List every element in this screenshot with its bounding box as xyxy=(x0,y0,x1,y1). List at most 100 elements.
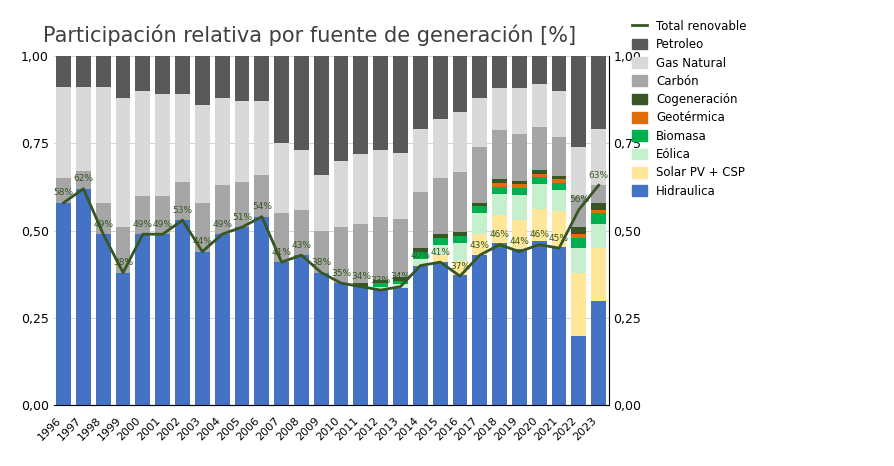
Bar xyxy=(135,91,150,196)
Bar xyxy=(472,255,486,405)
Bar xyxy=(472,56,486,98)
Bar xyxy=(511,56,527,88)
Bar xyxy=(254,56,269,102)
Bar xyxy=(531,127,546,170)
Bar xyxy=(333,161,348,227)
Bar xyxy=(551,183,566,190)
Bar xyxy=(472,98,486,147)
Bar xyxy=(373,150,388,217)
Bar xyxy=(591,248,605,301)
Bar xyxy=(155,234,170,405)
Bar xyxy=(492,56,507,88)
Bar xyxy=(254,217,269,405)
Bar xyxy=(492,243,507,405)
Bar xyxy=(333,227,348,283)
Bar xyxy=(96,203,111,234)
Text: 45%: 45% xyxy=(548,233,569,243)
Bar xyxy=(472,147,486,203)
Bar xyxy=(412,266,427,405)
Bar xyxy=(570,147,586,196)
Bar xyxy=(472,234,486,255)
Bar xyxy=(274,143,289,213)
Bar xyxy=(511,220,527,248)
Bar xyxy=(412,248,427,252)
Bar xyxy=(175,94,190,182)
Bar xyxy=(452,275,467,405)
Text: 46%: 46% xyxy=(489,230,509,239)
Bar xyxy=(293,56,308,150)
Bar xyxy=(511,185,527,188)
Bar xyxy=(56,87,71,178)
Bar xyxy=(551,176,566,179)
Bar xyxy=(492,130,507,179)
Bar xyxy=(274,213,289,262)
Text: 44%: 44% xyxy=(509,237,528,246)
Bar xyxy=(452,233,467,236)
Bar xyxy=(412,192,427,248)
Bar xyxy=(353,154,368,224)
Bar xyxy=(234,102,249,182)
Bar xyxy=(115,98,131,227)
Bar xyxy=(511,181,527,185)
Bar xyxy=(373,290,388,405)
Bar xyxy=(570,56,586,147)
Bar xyxy=(432,255,447,262)
Text: 63%: 63% xyxy=(588,171,608,180)
Bar xyxy=(432,234,447,238)
Bar xyxy=(175,182,190,220)
Bar xyxy=(531,241,546,405)
Bar xyxy=(314,273,328,405)
Bar xyxy=(570,238,586,248)
Bar xyxy=(274,56,289,144)
Bar xyxy=(412,56,427,129)
Bar xyxy=(392,56,408,153)
Bar xyxy=(314,56,328,175)
Bar xyxy=(234,182,249,227)
Bar xyxy=(531,84,546,127)
Bar xyxy=(432,119,447,178)
Text: 49%: 49% xyxy=(153,219,173,229)
Bar xyxy=(155,94,170,196)
Bar xyxy=(155,196,170,234)
Text: 51%: 51% xyxy=(232,212,252,222)
Bar xyxy=(373,217,388,280)
Bar xyxy=(570,273,586,336)
Bar xyxy=(56,178,71,203)
Text: 37%: 37% xyxy=(450,261,469,271)
Bar xyxy=(96,234,111,405)
Bar xyxy=(492,215,507,243)
Bar xyxy=(195,252,209,405)
Bar xyxy=(373,287,388,290)
Bar xyxy=(492,193,507,215)
Bar xyxy=(511,248,527,405)
Bar xyxy=(175,56,190,94)
Bar xyxy=(591,213,605,224)
Bar xyxy=(76,171,91,189)
Bar xyxy=(392,277,408,281)
Bar xyxy=(254,102,269,175)
Bar xyxy=(591,203,605,210)
Text: 33%: 33% xyxy=(370,275,391,285)
Bar xyxy=(333,56,348,161)
Bar xyxy=(551,179,566,183)
Text: 34%: 34% xyxy=(350,272,370,281)
Text: 49%: 49% xyxy=(212,219,232,229)
Text: 58%: 58% xyxy=(54,188,73,197)
Bar xyxy=(551,56,566,91)
Bar xyxy=(492,186,507,193)
Text: 43%: 43% xyxy=(291,240,311,250)
Bar xyxy=(472,203,486,206)
Bar xyxy=(215,185,230,234)
Bar xyxy=(76,189,91,405)
Bar xyxy=(234,56,249,102)
Bar xyxy=(511,134,527,181)
Bar xyxy=(551,247,566,405)
Bar xyxy=(195,105,209,203)
Text: 49%: 49% xyxy=(93,219,114,229)
Bar xyxy=(570,196,586,227)
Bar xyxy=(96,56,111,87)
Bar xyxy=(551,190,566,211)
Bar xyxy=(591,56,605,130)
Bar xyxy=(511,188,527,195)
Bar xyxy=(392,219,408,277)
